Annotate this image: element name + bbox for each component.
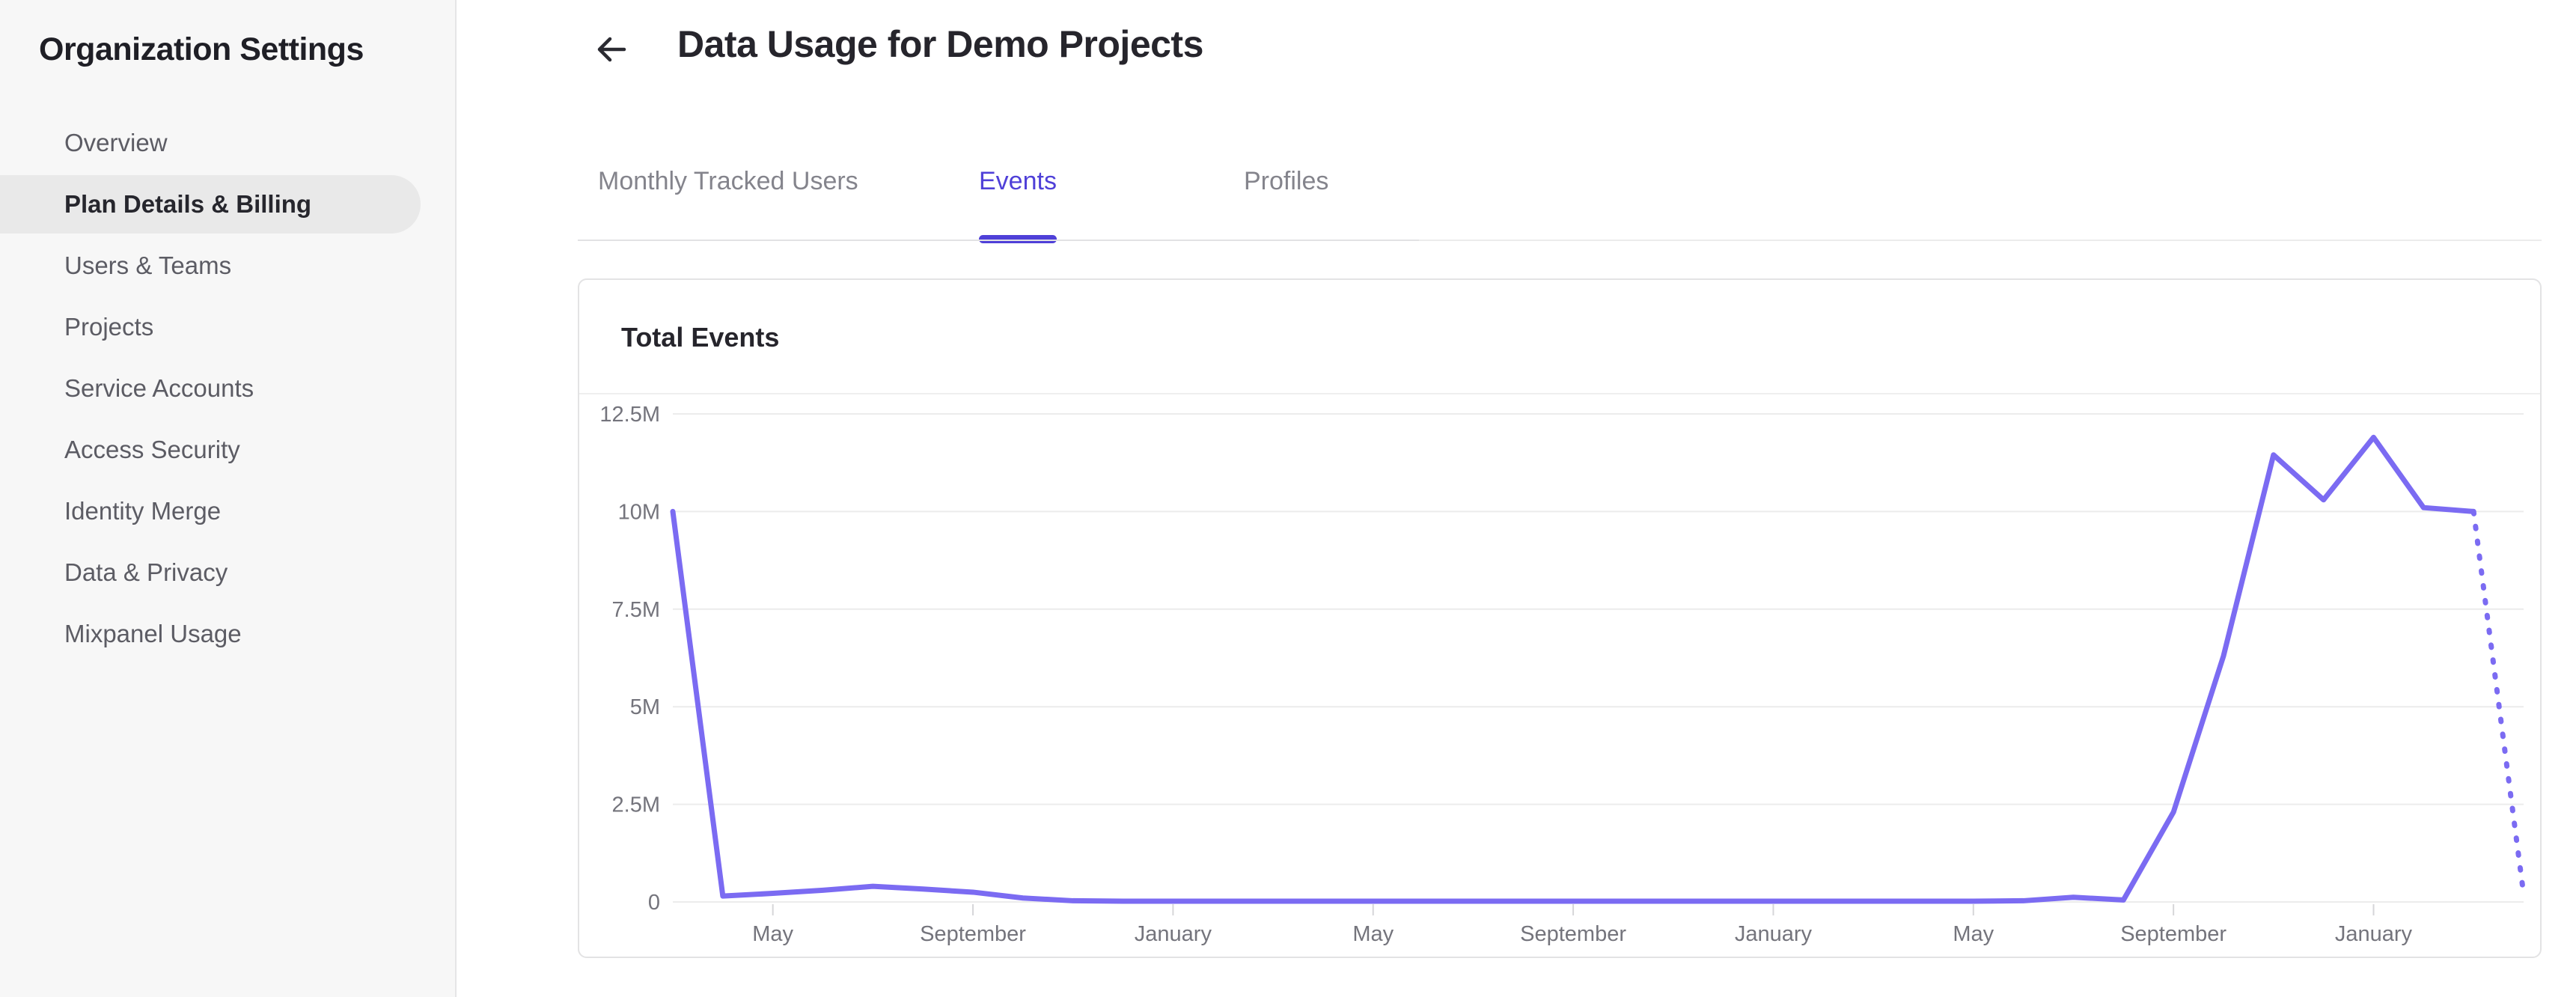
total-events-chart: 12.5M 10M 7.5M 5M 2.5M 0 May September January Ma… <box>599 403 2527 946</box>
x-axis-label: January <box>2335 922 2413 946</box>
chart-line-projected <box>2470 508 2527 897</box>
sidebar-item-access-security[interactable]: Access Security <box>64 436 240 463</box>
x-axis-label: May <box>1953 922 1994 946</box>
sidebar-item-plan-details-billing[interactable]: Plan Details & Billing <box>0 175 421 234</box>
active-tab-indicator <box>979 235 1057 243</box>
sidebar-title: Organization Settings <box>39 31 364 67</box>
total-events-card: Total Events 12.5M 10M 7.5M 5M 2.5M 0 May Septe… <box>578 278 2542 958</box>
y-axis-label: 7.5M <box>612 598 660 622</box>
chart-line <box>670 434 2476 904</box>
sidebar-item-identity-merge[interactable]: Identity Merge <box>64 497 222 525</box>
sidebar-item-data-privacy[interactable]: Data & Privacy <box>64 558 228 586</box>
y-axis-label: 2.5M <box>612 793 660 817</box>
back-arrow-icon <box>597 37 626 62</box>
tab-strip-border <box>578 240 1419 241</box>
sidebar-item-overview[interactable]: Overview <box>64 129 168 156</box>
tab-events[interactable]: Events <box>979 167 1057 243</box>
sidebar-nav: Overview Plan Details & Billing Users & Te… <box>0 111 457 666</box>
back-button[interactable] <box>591 30 630 69</box>
tab-monthly-tracked-users[interactable]: Monthly Tracked Users <box>598 167 858 195</box>
chart-title: Total Events <box>621 322 780 353</box>
card-divider <box>579 393 2540 394</box>
y-axis-label: 10M <box>618 500 660 524</box>
y-axis-label: 12.5M <box>599 403 660 427</box>
x-axis-label: September <box>2120 922 2226 946</box>
sidebar: Organization Settings Overview Plan Detai… <box>0 0 457 997</box>
x-axis-label: May <box>1352 922 1394 946</box>
sidebar-item-projects[interactable]: Projects <box>64 313 154 341</box>
sidebar-item-service-accounts[interactable]: Service Accounts <box>64 374 254 402</box>
x-axis-label: September <box>920 922 1026 946</box>
tab-profiles[interactable]: Profiles <box>1244 167 1329 195</box>
sidebar-item-users-teams[interactable]: Users & Teams <box>64 251 232 279</box>
y-axis-label: 5M <box>630 695 660 719</box>
page-title: Data Usage for Demo Projects <box>677 23 1203 65</box>
x-axis-label: September <box>1520 922 1626 946</box>
y-axis-label: 0 <box>648 891 660 915</box>
tab-bar-border <box>578 240 2542 241</box>
x-axis-label: January <box>1135 922 1212 946</box>
x-axis-label: January <box>1735 922 1813 946</box>
sidebar-item-mixpanel-usage[interactable]: Mixpanel Usage <box>64 620 242 647</box>
x-axis-label: May <box>752 922 793 946</box>
tab-bar: Monthly Tracked Users Events Profiles <box>0 167 2576 249</box>
